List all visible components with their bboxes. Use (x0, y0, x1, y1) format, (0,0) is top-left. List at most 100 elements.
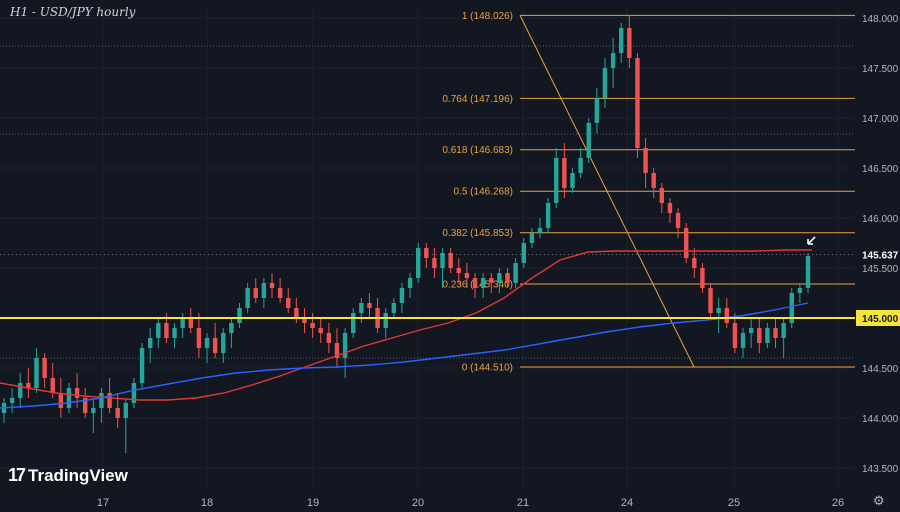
candle-body (302, 318, 307, 323)
candle-body (156, 323, 161, 338)
candle-body (34, 358, 39, 388)
candle-body (578, 158, 583, 173)
candle-body (26, 383, 31, 388)
level-price-label: 145.000 (862, 314, 899, 325)
candle-body (757, 328, 762, 343)
gear-icon[interactable]: ⚙ (873, 493, 885, 508)
arrow-marker-icon (807, 236, 816, 245)
candle-body (310, 323, 315, 328)
candle-body (529, 233, 535, 243)
candle-body (180, 318, 185, 328)
level-price-badge (856, 310, 900, 326)
candle-body (708, 288, 713, 313)
candle-body (66, 388, 72, 408)
candle-body (294, 308, 299, 318)
y-axis-tick-label: 144.000 (862, 414, 899, 425)
candle-body (123, 403, 129, 418)
candle-body (497, 273, 502, 283)
candle-body (245, 288, 250, 308)
candle-body (147, 338, 153, 348)
candle-body (480, 278, 486, 288)
y-axis-tick-label: 143.500 (862, 464, 899, 475)
candle-body (700, 268, 705, 288)
fib-level-label: 0.382 (145.853) (442, 228, 513, 239)
x-axis-tick-label: 26 (832, 497, 844, 509)
fib-level-label: 0 (144.510) (462, 363, 513, 374)
candle-body (139, 348, 145, 383)
candle-body (619, 28, 624, 53)
candle-body (221, 333, 226, 353)
candle-body (326, 333, 332, 343)
candle-body (643, 148, 648, 173)
candle-body (675, 213, 681, 228)
moving-average-blue (0, 302, 809, 409)
y-axis-tick-label: 148.000 (862, 14, 899, 25)
candle-body (131, 383, 137, 403)
candle-body (789, 293, 794, 323)
candle-body (18, 383, 23, 398)
candle-body (196, 328, 202, 348)
candle-body (797, 288, 803, 293)
candle-body (740, 333, 746, 348)
x-axis-tick-label: 20 (412, 497, 424, 509)
candle-body (351, 313, 356, 333)
moving-average-red (0, 249, 812, 401)
candle-body (407, 278, 413, 288)
candle-body (99, 393, 104, 408)
candle-body (570, 173, 575, 188)
x-axis-tick-label: 18 (201, 497, 213, 509)
candle-body (505, 273, 510, 283)
y-axis-tick-label: 147.500 (862, 64, 899, 75)
candle-body (399, 288, 405, 303)
tradingview-logo-icon: 17 (8, 465, 26, 485)
candle-body (286, 298, 291, 308)
candle-body (683, 228, 689, 258)
candle-body (9, 398, 15, 403)
y-axis-tick-label: 146.000 (862, 214, 899, 225)
y-axis-tick-label: 144.500 (862, 364, 899, 375)
candle-body (537, 228, 543, 233)
candle-body (74, 388, 80, 398)
candle-body (440, 253, 445, 268)
candle-body (42, 358, 47, 378)
candle-body (188, 318, 193, 328)
candle-body (83, 398, 88, 413)
candle-body (554, 158, 559, 203)
fib-level-label: 0.236 (145.340) (442, 280, 513, 291)
candle-body (359, 303, 364, 313)
candle-body (610, 53, 616, 68)
candle-body (586, 123, 591, 158)
x-axis-tick-label: 17 (97, 497, 109, 509)
candle-body (424, 248, 429, 258)
candle-body (773, 328, 778, 338)
candle-body (765, 328, 770, 343)
candle-body (172, 328, 177, 338)
tradingview-logo-text: TradingView (28, 465, 128, 485)
candle-body (456, 268, 461, 273)
candle-body (261, 283, 267, 298)
candle-body (432, 258, 437, 268)
candle-body (716, 308, 721, 313)
fib-level-label: 0.764 (147.196) (442, 94, 513, 105)
candle-body (805, 256, 811, 288)
candle-body (269, 283, 275, 288)
candle-body (781, 323, 786, 338)
fib-level-label: 0.5 (146.268) (454, 187, 514, 198)
candle-body (164, 323, 169, 338)
candle-body (318, 328, 323, 333)
x-axis-tick-label: 19 (307, 497, 319, 509)
candle-body (237, 308, 242, 323)
candle-body (635, 58, 640, 148)
candle-body (545, 203, 551, 228)
candle-body (91, 408, 96, 413)
candle-body (748, 328, 754, 333)
candle-body (627, 28, 632, 58)
y-axis-tick-label: 145.500 (862, 264, 899, 275)
y-axis-tick-label: 146.500 (862, 164, 899, 175)
candle-body (472, 278, 478, 288)
candle-body (667, 203, 673, 213)
tradingview-logo: 17 TradingView (8, 465, 128, 486)
candle-body (521, 243, 526, 263)
candle-body (342, 333, 348, 358)
